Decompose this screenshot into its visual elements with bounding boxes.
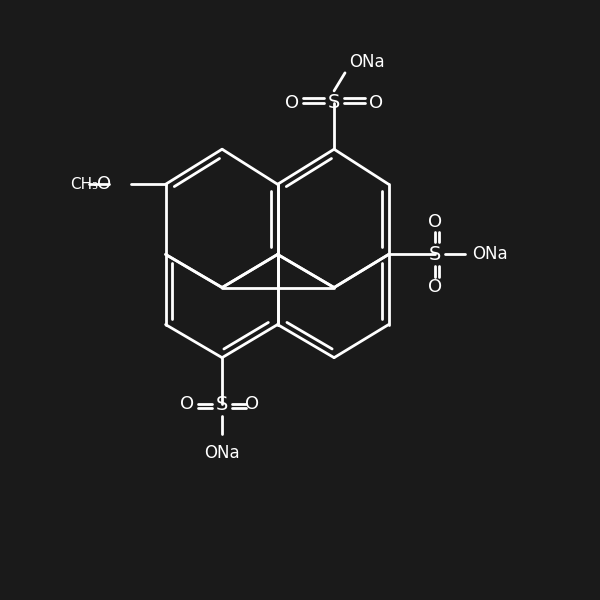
Text: ONa: ONa — [204, 444, 240, 462]
Text: S: S — [429, 245, 441, 264]
Text: O: O — [179, 395, 194, 413]
Text: O: O — [97, 175, 111, 193]
Text: O: O — [245, 395, 259, 413]
Text: ONa: ONa — [349, 53, 385, 71]
Text: S: S — [216, 395, 228, 413]
Text: S: S — [328, 94, 340, 112]
Text: O: O — [285, 94, 299, 112]
Text: O: O — [428, 212, 442, 230]
Text: O: O — [428, 278, 442, 296]
Text: CH₃: CH₃ — [70, 177, 98, 192]
Text: ONa: ONa — [472, 245, 508, 263]
Text: O: O — [369, 94, 383, 112]
